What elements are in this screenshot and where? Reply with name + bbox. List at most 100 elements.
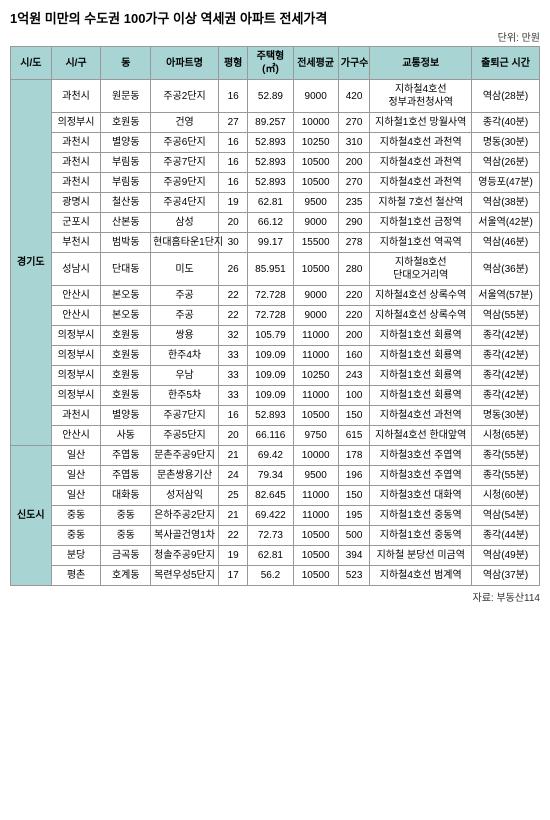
data-cell: 지하철4호선 상록수역: [370, 306, 472, 326]
data-cell: 의정부시: [51, 113, 101, 133]
table-header-row: 시/도시/구동아파트명평형주택형(㎡)전세평균가구수교통정보출퇴근 시간: [11, 47, 540, 80]
data-cell: 26: [218, 253, 247, 286]
data-cell: 220: [338, 286, 370, 306]
table-row: 부천시범박동현대홈타운1단지3099.1715500278지하철1호선 역곡역역…: [11, 233, 540, 253]
data-cell: 22: [218, 526, 247, 546]
data-cell: 대화동: [101, 486, 151, 506]
data-cell: 9750: [293, 426, 338, 446]
table-row: 군포시산본동삼성2066.129000290지하철1호선 금정역서울역(42분): [11, 213, 540, 233]
table-row: 중동중동복사골건영1차2272.7310500500지하철1호선 중동역종각(4…: [11, 526, 540, 546]
data-cell: 현대홈타운1단지: [151, 233, 219, 253]
data-cell: 33: [218, 346, 247, 366]
data-cell: 종각(55분): [472, 466, 540, 486]
data-cell: 200: [338, 153, 370, 173]
data-cell: 220: [338, 306, 370, 326]
data-cell: 270: [338, 113, 370, 133]
data-cell: 지하철8호선 단대오거리역: [370, 253, 472, 286]
data-cell: 시청(65분): [472, 426, 540, 446]
data-cell: 22: [218, 306, 247, 326]
data-cell: 호원동: [101, 346, 151, 366]
data-cell: 109.09: [248, 346, 293, 366]
data-cell: 청솔주공9단지: [151, 546, 219, 566]
column-header: 시/도: [11, 47, 52, 80]
data-cell: 쌍용: [151, 326, 219, 346]
data-cell: 109.09: [248, 366, 293, 386]
data-cell: 역삼(46분): [472, 233, 540, 253]
data-cell: 280: [338, 253, 370, 286]
data-cell: 주엽동: [101, 466, 151, 486]
data-cell: 역삼(38분): [472, 193, 540, 213]
data-cell: 615: [338, 426, 370, 446]
data-cell: 별양동: [101, 133, 151, 153]
data-cell: 9000: [293, 286, 338, 306]
table-row: 과천시별양동주공7단지1652.89310500150지하철4호선 과천역명동(…: [11, 406, 540, 426]
data-cell: 종각(42분): [472, 386, 540, 406]
data-cell: 지하철4호선 과천역: [370, 133, 472, 153]
table-row: 안산시본오동주공2272.7289000220지하철4호선 상록수역역삼(55분…: [11, 306, 540, 326]
data-cell: 안산시: [51, 286, 101, 306]
data-cell: 52.893: [248, 173, 293, 193]
data-cell: 군포시: [51, 213, 101, 233]
data-cell: 과천시: [51, 80, 101, 113]
data-cell: 종각(55분): [472, 446, 540, 466]
data-cell: 지하철4호선 과천역: [370, 173, 472, 193]
data-cell: 200: [338, 326, 370, 346]
data-cell: 9000: [293, 80, 338, 113]
data-cell: 16: [218, 153, 247, 173]
data-cell: 52.893: [248, 406, 293, 426]
data-cell: 72.73: [248, 526, 293, 546]
data-cell: 역삼(55분): [472, 306, 540, 326]
data-cell: 분당: [51, 546, 101, 566]
data-cell: 500: [338, 526, 370, 546]
data-cell: 지하철4호선 상록수역: [370, 286, 472, 306]
data-cell: 10500: [293, 253, 338, 286]
data-cell: 310: [338, 133, 370, 153]
table-row: 신도시일산주엽동문촌주공9단지2169.4210000178지하철3호선 주엽역…: [11, 446, 540, 466]
table-row: 분당금곡동청솔주공9단지1962.8110500394지하철 분당선 미금역역삼…: [11, 546, 540, 566]
data-cell: 지하철 7호선 철산역: [370, 193, 472, 213]
data-cell: 66.116: [248, 426, 293, 446]
data-cell: 의정부시: [51, 326, 101, 346]
table-row: 과천시부림동주공7단지1652.89310500200지하철4호선 과천역역삼(…: [11, 153, 540, 173]
data-cell: 부천시: [51, 233, 101, 253]
data-cell: 중동: [101, 526, 151, 546]
data-cell: 별양동: [101, 406, 151, 426]
data-cell: 종각(44분): [472, 526, 540, 546]
data-cell: 일산: [51, 466, 101, 486]
data-cell: 호원동: [101, 326, 151, 346]
data-cell: 성저삼익: [151, 486, 219, 506]
data-cell: 의정부시: [51, 346, 101, 366]
data-cell: 역삼(36분): [472, 253, 540, 286]
data-cell: 지하철4호선 과천역: [370, 406, 472, 426]
data-cell: 52.893: [248, 133, 293, 153]
data-cell: 영등포(47분): [472, 173, 540, 193]
data-cell: 79.34: [248, 466, 293, 486]
data-cell: 지하철1호선 중동역: [370, 506, 472, 526]
data-cell: 광명시: [51, 193, 101, 213]
page-title: 1억원 미만의 수도권 100가구 이상 역세권 아파트 전세가격: [10, 8, 540, 27]
province-cell: 경기도: [11, 80, 52, 446]
data-cell: 종각(42분): [472, 366, 540, 386]
data-cell: 원문동: [101, 80, 151, 113]
data-cell: 지하철3호선 주엽역: [370, 466, 472, 486]
data-cell: 235: [338, 193, 370, 213]
data-cell: 부림동: [101, 173, 151, 193]
column-header: 아파트명: [151, 47, 219, 80]
data-cell: 주공7단지: [151, 153, 219, 173]
data-cell: 서울역(57분): [472, 286, 540, 306]
data-cell: 주공7단지: [151, 406, 219, 426]
table-row: 과천시별양동주공6단지1652.89310250310지하철4호선 과천역명동(…: [11, 133, 540, 153]
table-body: 경기도과천시원문동주공2단지1652.899000420지하철4호선 정부과천청…: [11, 80, 540, 586]
data-cell: 호원동: [101, 113, 151, 133]
table-row: 과천시부림동주공9단지1652.89310500270지하철4호선 과천역영등포…: [11, 173, 540, 193]
unit-label: 단위: 만원: [10, 29, 540, 44]
data-cell: 철산동: [101, 193, 151, 213]
data-cell: 10000: [293, 113, 338, 133]
data-cell: 109.09: [248, 386, 293, 406]
data-cell: 290: [338, 213, 370, 233]
data-cell: 16: [218, 80, 247, 113]
data-cell: 66.12: [248, 213, 293, 233]
data-cell: 지하철4호선 정부과천청사역: [370, 80, 472, 113]
data-cell: 주공6단지: [151, 133, 219, 153]
data-cell: 한주4차: [151, 346, 219, 366]
